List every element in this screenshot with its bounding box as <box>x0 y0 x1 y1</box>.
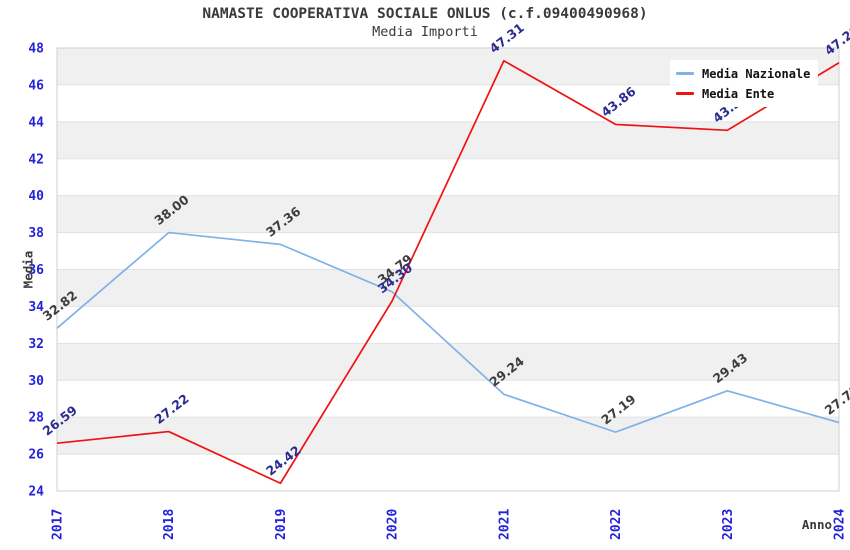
grid-band <box>57 417 839 455</box>
y-tick-label: 32 <box>28 337 44 352</box>
x-tick-label: 2017 <box>51 509 66 540</box>
legend-marker-ente-icon <box>676 92 694 95</box>
series-line-media-ente[interactable] <box>56 59 840 485</box>
chart-title: NAMASTE COOPERATIVA SOCIALE ONLUS (c.f.0… <box>202 6 648 22</box>
legend-item-media-ente[interactable]: Media Ente <box>670 87 818 101</box>
legend-label-nazionale: Media Nazionale <box>702 66 811 81</box>
plot-border <box>56 47 840 492</box>
y-tick-label: 44 <box>28 115 44 130</box>
x-tick-label: 2021 <box>497 509 512 540</box>
x-tick-label: 2018 <box>162 509 177 540</box>
x-tick-label: 2019 <box>274 509 289 540</box>
y-tick-label: 24 <box>28 485 44 500</box>
y-tick-label: 40 <box>28 189 44 204</box>
legend-marker-nazionale-icon <box>676 72 694 75</box>
x-tick-label: 2022 <box>609 509 624 540</box>
x-tick-label: 2024 <box>833 509 848 540</box>
legend: Media Nazionale Media Ente <box>670 60 818 107</box>
y-tick-label: 36 <box>28 263 44 278</box>
y-tick-label: 48 <box>28 42 44 57</box>
series-line-media-nazionale[interactable] <box>56 231 840 433</box>
x-tick-label: 2020 <box>386 509 401 540</box>
y-tick-label: 28 <box>28 411 44 426</box>
x-axis-title: Anno <box>801 517 832 532</box>
y-tick-label: 42 <box>28 152 44 167</box>
x-tick-label: 2023 <box>721 509 736 540</box>
legend-label-ente: Media Ente <box>702 86 775 101</box>
point-label: 27.71 <box>822 382 850 418</box>
point-label: 43.86 <box>598 83 639 119</box>
y-axis-title: Media <box>20 250 36 289</box>
point-label: 47.20 <box>822 22 850 58</box>
chart-subtitle: Media Importi <box>372 24 478 40</box>
grid-band <box>57 269 839 307</box>
grid-band <box>57 195 839 233</box>
grid-band <box>57 343 839 381</box>
y-tick-label: 38 <box>28 226 44 241</box>
y-tick-label: 34 <box>28 300 44 315</box>
legend-item-media-nazionale[interactable]: Media Nazionale <box>670 67 818 81</box>
y-tick-label: 26 <box>28 448 44 463</box>
y-tick-label: 30 <box>28 374 44 389</box>
grid-band <box>57 121 839 159</box>
y-tick-label: 46 <box>28 78 44 93</box>
